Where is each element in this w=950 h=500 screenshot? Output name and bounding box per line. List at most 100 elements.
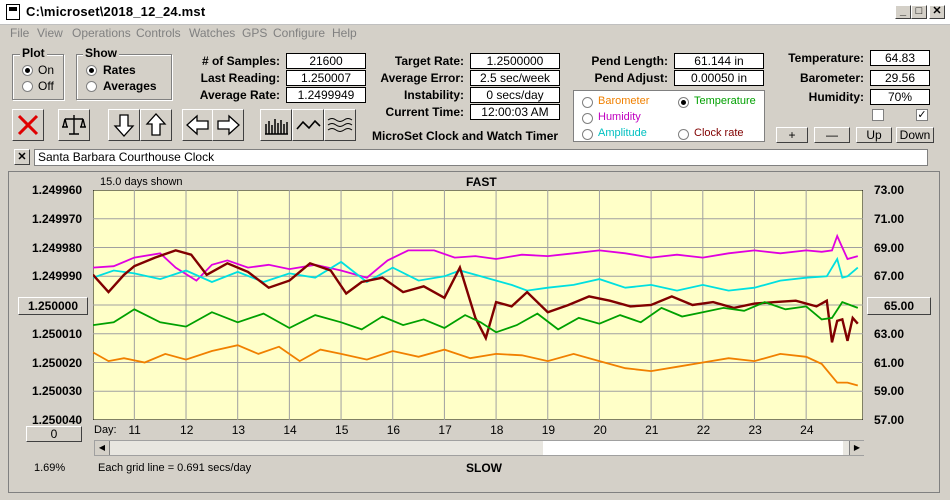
right-axis-tick: 61.00 bbox=[874, 355, 905, 370]
overlay-humidity-radio[interactable] bbox=[582, 113, 593, 124]
right-value-button[interactable]: 65.00 bbox=[867, 297, 931, 315]
down-arrow-button[interactable] bbox=[108, 109, 140, 141]
day-axis-tick: 16 bbox=[386, 423, 401, 437]
left-axis-tick: 1.249980 bbox=[32, 240, 83, 255]
menu-help[interactable]: Help bbox=[332, 26, 357, 40]
day-axis-tick: 18 bbox=[490, 423, 504, 437]
stop-button[interactable] bbox=[12, 109, 44, 141]
series-amplitude bbox=[93, 256, 859, 292]
scroll-thumb[interactable] bbox=[543, 441, 843, 455]
up-button[interactable]: Up bbox=[856, 127, 892, 143]
samples-field: 21600 bbox=[286, 53, 366, 69]
scroll-left-icon[interactable]: ◀ bbox=[95, 441, 110, 455]
clear-clock-name-button[interactable]: ✕ bbox=[14, 149, 30, 165]
plot-off-radio[interactable] bbox=[22, 81, 33, 92]
menu-view[interactable]: View bbox=[37, 26, 63, 40]
overlay-amplitude-radio[interactable] bbox=[582, 129, 593, 140]
day-axis-tick: 11 bbox=[128, 423, 141, 437]
temperature-label: Temperature: bbox=[788, 51, 864, 65]
menu-file[interactable]: File bbox=[10, 26, 30, 40]
menu-watches[interactable]: Watches bbox=[189, 26, 236, 40]
show-rates-label: Rates bbox=[103, 63, 136, 77]
show-averages-radio[interactable] bbox=[86, 81, 97, 92]
average-error-label: Average Error: bbox=[380, 71, 464, 85]
overlay-barometer-label: Barometer bbox=[598, 95, 650, 107]
left-value-button[interactable]: 1.250000 bbox=[18, 297, 88, 315]
menu-controls[interactable]: Controls bbox=[136, 26, 181, 40]
right-arrow-button[interactable] bbox=[212, 109, 244, 141]
menu-bar: File View Operations Controls Watches GP… bbox=[0, 24, 950, 42]
close-window-button[interactable]: ✕ bbox=[929, 5, 945, 19]
samples-label: # of Samples: bbox=[201, 54, 280, 68]
minus-button[interactable]: — bbox=[814, 127, 850, 143]
plot-group bbox=[12, 54, 64, 100]
wave-view-button[interactable] bbox=[324, 109, 356, 141]
average-error-field: 2.5 sec/week bbox=[470, 70, 560, 86]
humidity-label: Humidity: bbox=[808, 90, 864, 104]
down-button[interactable]: Down bbox=[896, 127, 934, 143]
overlay-temperature-radio[interactable] bbox=[678, 97, 689, 108]
left-axis-tick: 1.249960 bbox=[32, 183, 83, 197]
grid-note: Each grid line = 0.691 secs/day bbox=[98, 462, 252, 474]
arrow-left-icon bbox=[186, 114, 209, 136]
right-checkbox[interactable]: ✓ bbox=[916, 109, 928, 121]
pend-adjust-field[interactable]: 0.00050 in bbox=[674, 70, 764, 86]
series-humidity bbox=[93, 233, 859, 282]
plus-button[interactable]: + bbox=[776, 127, 808, 143]
show-group-title: Show bbox=[83, 46, 119, 60]
last-reading-label: Last Reading: bbox=[200, 71, 280, 85]
pend-length-field[interactable]: 61.144 in bbox=[674, 53, 764, 69]
balance-button[interactable] bbox=[58, 109, 90, 141]
maximize-button[interactable]: □ bbox=[911, 5, 927, 19]
pend-length-label: Pend Length: bbox=[591, 54, 668, 68]
show-rates-radio[interactable] bbox=[86, 65, 97, 76]
target-rate-field[interactable]: 1.2500000 bbox=[470, 53, 560, 69]
series-barometer bbox=[93, 344, 859, 387]
day-axis-tick: 20 bbox=[593, 423, 607, 437]
rate-chart[interactable] bbox=[93, 190, 863, 420]
minimize-button[interactable]: _ bbox=[895, 5, 911, 19]
menu-configure[interactable]: Configure bbox=[273, 26, 326, 40]
humidity-field: 70% bbox=[870, 89, 930, 105]
target-rate-label: Target Rate: bbox=[394, 54, 464, 68]
show-group bbox=[76, 54, 172, 100]
pend-adjust-label: Pend Adjust: bbox=[594, 71, 668, 85]
left-checkbox[interactable] bbox=[872, 109, 884, 121]
slow-label: SLOW bbox=[466, 461, 502, 475]
overlay-temperature-label: Temperature bbox=[694, 95, 756, 107]
left-axis-tick: 1.249970 bbox=[32, 211, 83, 226]
left-axis-tick: 1.250030 bbox=[32, 384, 83, 399]
overlay-clockrate-radio[interactable] bbox=[678, 129, 689, 140]
up-arrow-button[interactable] bbox=[140, 109, 172, 141]
left-axis-tick: 1.249990 bbox=[32, 269, 83, 284]
horizontal-scrollbar[interactable]: ◀ ▶ bbox=[94, 440, 864, 456]
clock-name-input[interactable]: Santa Barbara Courthouse Clock bbox=[34, 149, 928, 166]
day-axis-tick: 15 bbox=[335, 423, 349, 437]
left-axis-tick: 1.250020 bbox=[32, 355, 83, 370]
red-x-icon bbox=[17, 114, 39, 136]
right-axis-tick: 57.00 bbox=[874, 413, 905, 427]
bars-view-button[interactable] bbox=[260, 109, 292, 141]
scroll-right-icon[interactable]: ▶ bbox=[849, 441, 864, 455]
overlay-barometer-radio[interactable] bbox=[582, 97, 593, 108]
plot-on-label: On bbox=[38, 63, 55, 77]
plot-on-radio[interactable] bbox=[22, 65, 33, 76]
left-arrow-button[interactable] bbox=[182, 109, 214, 141]
day-axis-tick: 17 bbox=[438, 423, 452, 437]
menu-gps[interactable]: GPS bbox=[242, 26, 268, 40]
average-rate-field: 1.2499949 bbox=[286, 87, 366, 103]
right-axis-tick: 63.00 bbox=[874, 326, 905, 341]
series-temperature bbox=[93, 301, 859, 334]
day-prefix: Day: bbox=[94, 424, 117, 436]
app-icon[interactable] bbox=[6, 4, 20, 20]
menu-operations[interactable]: Operations bbox=[72, 26, 131, 40]
line-view-button[interactable] bbox=[292, 109, 324, 141]
left-axis-tick: 1.250010 bbox=[32, 326, 83, 341]
overlay-humidity-label: Humidity bbox=[598, 111, 641, 123]
day-axis-tick: 21 bbox=[645, 423, 659, 437]
last-reading-field: 1.250007 bbox=[286, 70, 366, 86]
overlay-selector bbox=[573, 90, 765, 142]
right-axis-tick: 71.00 bbox=[874, 211, 905, 226]
zero-button[interactable]: 0 bbox=[26, 426, 82, 442]
left-axis-tick: 1.250040 bbox=[32, 413, 83, 427]
